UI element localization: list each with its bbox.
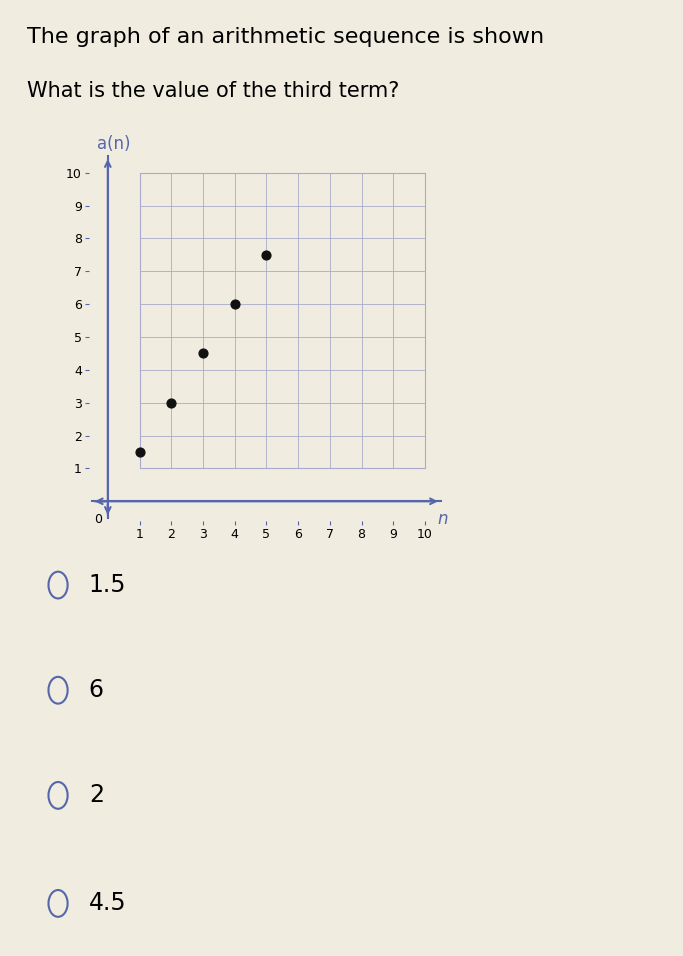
Bar [139,173,425,468]
Text: a(n): a(n) [97,135,130,153]
Text: The graph of an arithmetic sequence is shown: The graph of an arithmetic sequence is s… [27,27,544,47]
Point [229,296,240,312]
Point [166,395,177,410]
Point [261,248,272,263]
Point [134,445,145,460]
Text: 2: 2 [89,783,104,808]
Text: 4.5: 4.5 [89,891,126,916]
Text: 1.5: 1.5 [89,573,126,598]
Text: n: n [438,511,448,529]
Text: What is the value of the third term?: What is the value of the third term? [27,81,400,101]
Text: 6: 6 [89,678,104,703]
Text: 0: 0 [94,512,102,526]
Point [197,346,208,361]
